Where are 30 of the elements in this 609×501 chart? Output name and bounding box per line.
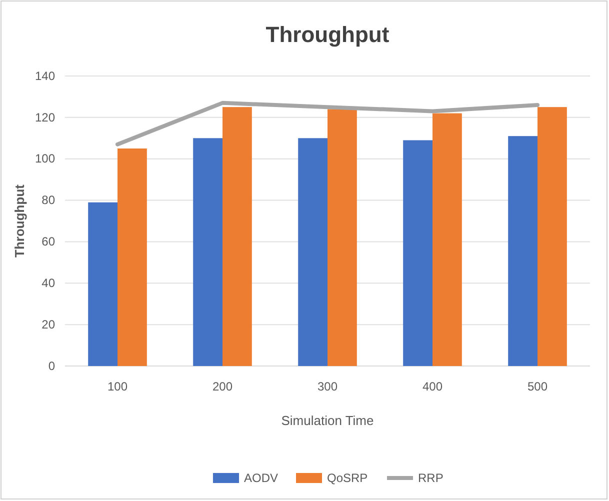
y-tick-label: 140 bbox=[34, 68, 56, 83]
bar bbox=[298, 138, 328, 366]
x-tick-label: 500 bbox=[527, 380, 548, 394]
bar bbox=[403, 140, 432, 366]
bar bbox=[328, 109, 357, 366]
y-tick-label: 40 bbox=[42, 276, 56, 290]
y-tick-label: 20 bbox=[42, 317, 56, 332]
x-tick-label: 100 bbox=[107, 380, 128, 394]
bar bbox=[222, 107, 252, 366]
legend-label: AODV bbox=[244, 471, 278, 485]
x-axis-title: Simulation Time bbox=[281, 413, 374, 428]
x-tick-label: 400 bbox=[422, 380, 443, 394]
x-tick-label: 200 bbox=[212, 380, 233, 394]
y-tick-label: 120 bbox=[34, 110, 56, 124]
bar bbox=[88, 202, 118, 366]
legend-label: QoSRP bbox=[327, 471, 368, 485]
y-tick-label: 60 bbox=[42, 234, 56, 249]
legend-label: RRP bbox=[418, 471, 444, 485]
x-tick-label: 300 bbox=[317, 380, 338, 394]
bar bbox=[508, 136, 538, 366]
bar bbox=[118, 148, 147, 366]
y-tick-label: 0 bbox=[48, 358, 56, 373]
bar bbox=[432, 113, 462, 366]
y-tick-label: 80 bbox=[42, 193, 56, 208]
y-tick-label: 100 bbox=[34, 152, 56, 166]
chart-title: Throughput bbox=[266, 22, 390, 47]
line-series bbox=[116, 100, 540, 146]
bar bbox=[538, 107, 567, 366]
bar bbox=[193, 138, 222, 366]
y-axis-title: Throughput bbox=[12, 184, 27, 258]
